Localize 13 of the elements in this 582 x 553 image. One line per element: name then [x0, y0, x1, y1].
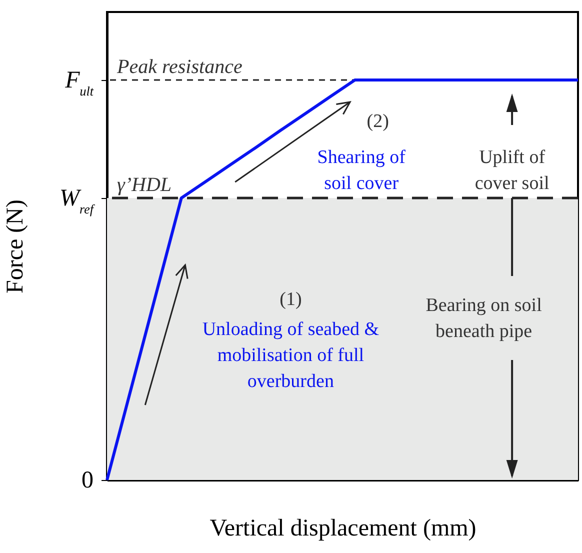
text: W$_{ref}$ — [60, 186, 96, 216]
text: F$_{ult}$ — [64, 68, 94, 98]
annotation: (2) — [366, 111, 389, 132]
y-axis-title: Force (N) — [2, 200, 28, 294]
ref-line-label: γ’HDL — [117, 174, 172, 196]
text: 0 — [82, 468, 94, 494]
annotation: Shearing of soil cover — [317, 147, 406, 194]
annotation: Uplift of cover soil — [474, 147, 550, 194]
ref-line-label: Peak resistance — [116, 56, 242, 78]
annotation: (1) — [280, 289, 302, 310]
annotation: Bearing on soil beneath pipe — [426, 295, 542, 342]
x-axis-title: Vertical displacement (mm) — [210, 516, 476, 542]
annotation: Unloading of seabed & mobilisation of full overburden — [202, 319, 380, 392]
